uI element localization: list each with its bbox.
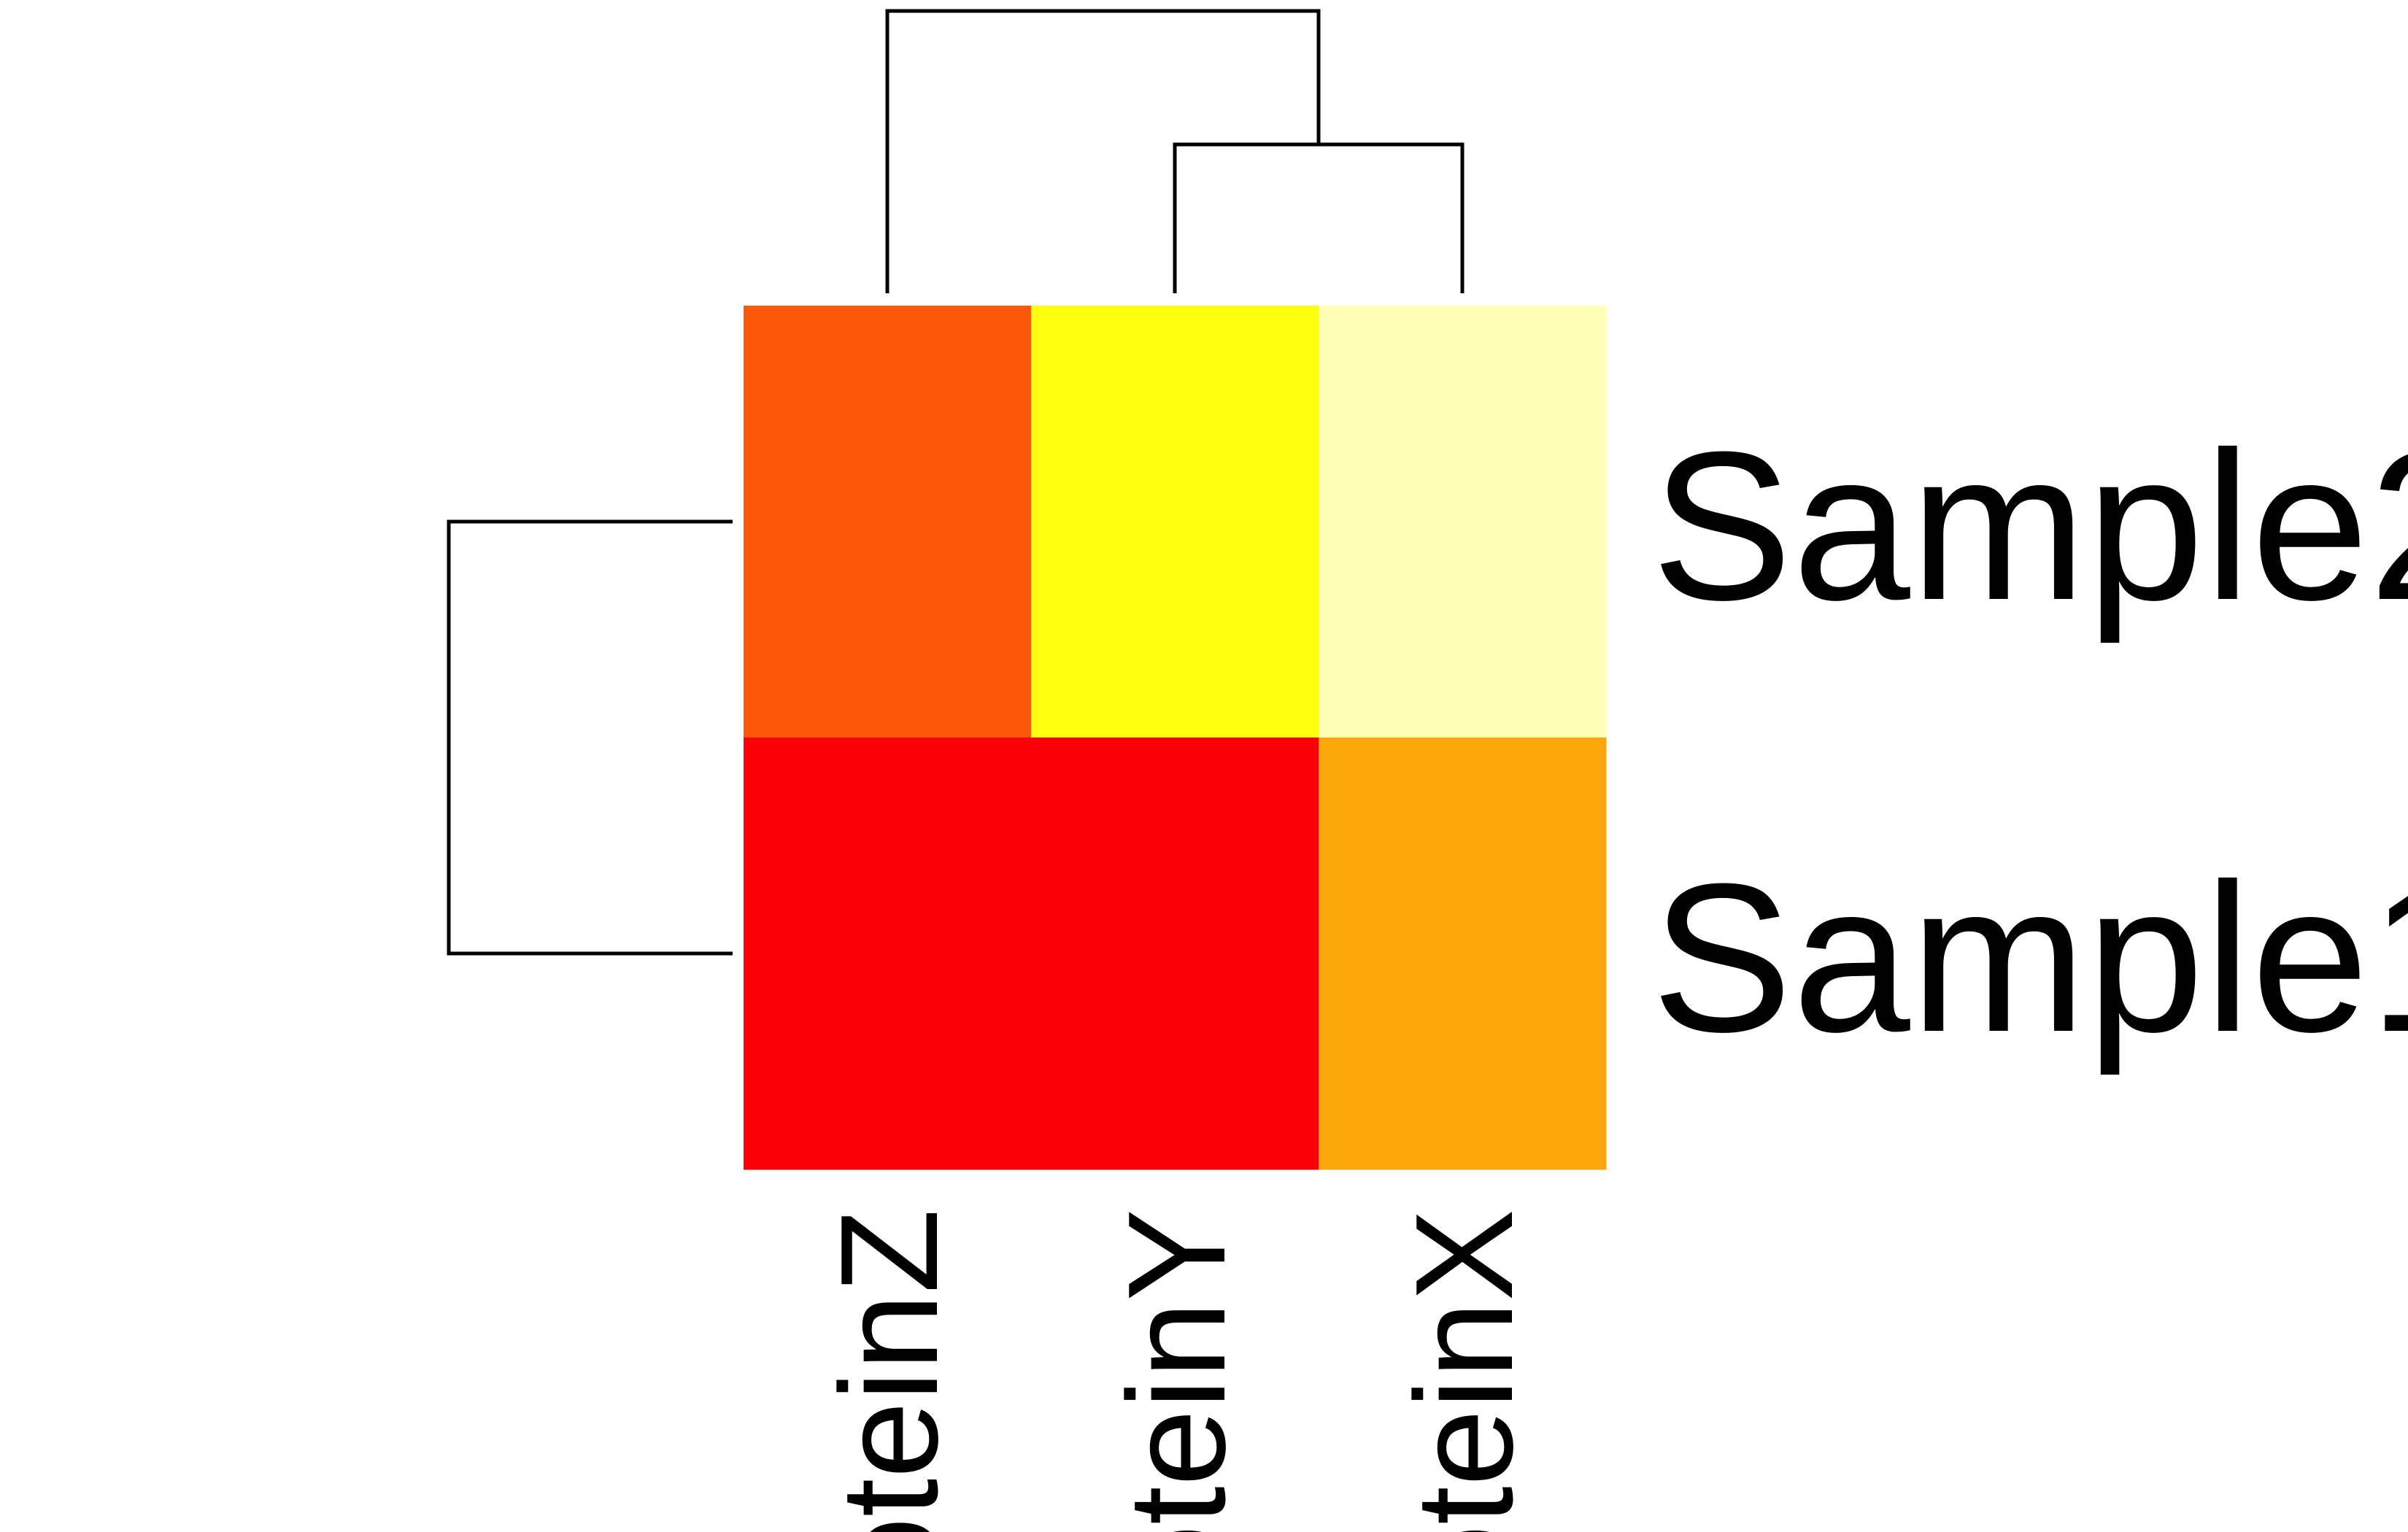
row-dendrogram	[447, 519, 733, 956]
heatmap-cell	[1319, 306, 1607, 738]
heatmap-cell	[744, 738, 1032, 1170]
row-label: Sample2	[1651, 408, 2408, 645]
dendrograms	[447, 9, 1465, 956]
heatmap-cell	[1031, 306, 1319, 738]
column-label: ProteinX	[1387, 1209, 1542, 1532]
heatmap-cell	[744, 306, 1032, 738]
heatmap-cells	[744, 306, 1607, 1170]
column-label: ProteinY	[1100, 1209, 1254, 1532]
labels: Sample2 Sample1 ProteinZ ProteinY ProteinX	[812, 408, 2408, 1532]
column-dendrogram	[885, 9, 1465, 293]
row-label: Sample1	[1651, 840, 2408, 1077]
column-label: ProteinZ	[812, 1209, 967, 1532]
heatmap-cell	[1031, 738, 1319, 1170]
heatmap-cell	[1319, 738, 1607, 1170]
